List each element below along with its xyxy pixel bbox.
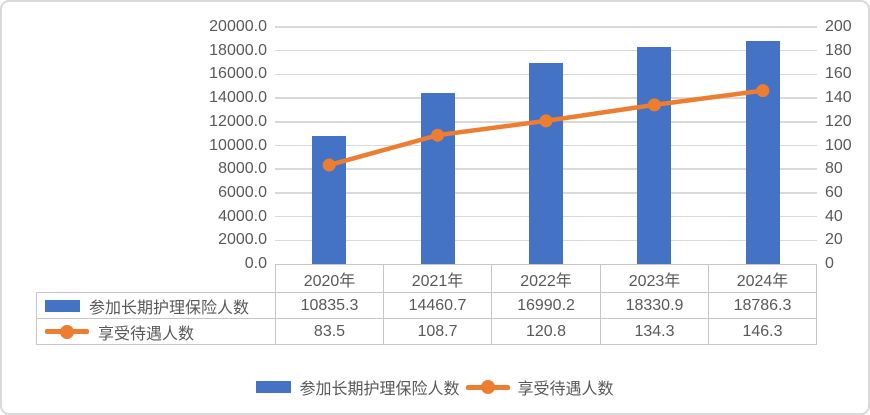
bar-2020年 xyxy=(312,135,347,264)
line-value-cell: 108.7 xyxy=(383,318,492,345)
right-axis-tick-label: 60 xyxy=(825,183,843,201)
line-value-cell: 83.5 xyxy=(275,318,384,345)
line-series-name: 享受待遇人数 xyxy=(98,325,195,343)
legend-bar-series-label: 参加长期护理保险人数 xyxy=(299,381,460,398)
major-gridline xyxy=(275,26,817,28)
line-marker xyxy=(322,158,336,172)
line-marker-dot-icon xyxy=(60,324,74,339)
left-axis-tick-label: 8000.0 xyxy=(218,160,267,178)
right-axis-tick-label: 160 xyxy=(825,65,852,83)
table-header-row: 2020年 2021年 2022年 2023年 2024年 xyxy=(37,264,817,293)
line-series-key-cell: 享受待遇人数 xyxy=(36,318,276,345)
line-series xyxy=(322,84,770,172)
right-axis-tick-label: 80 xyxy=(825,160,843,178)
legend-item-line-series: 享受待遇人数 xyxy=(465,375,614,399)
left-axis-tick-label: 12000.0 xyxy=(209,112,267,130)
year-header-cell: 2020年 xyxy=(275,264,384,293)
bar-value-cell: 18786.3 xyxy=(708,292,817,319)
line-marker xyxy=(756,84,770,98)
left-axis-tick-label: 20000.0 xyxy=(209,18,267,35)
line-marker xyxy=(431,128,445,142)
chart-legend: 参加长期护理保险人数 享受待遇人数 xyxy=(2,373,868,401)
line-value-cell: 146.3 xyxy=(708,318,817,345)
bar-value-cell: 10835.3 xyxy=(275,292,384,319)
right-axis-tick-label: 180 xyxy=(825,41,852,59)
left-axis-tick-label: 10000.0 xyxy=(209,136,267,154)
line-value-cell: 120.8 xyxy=(491,318,601,345)
table-corner-blank xyxy=(37,265,276,293)
line-path xyxy=(326,88,766,168)
left-axis-tick-label: 18000.0 xyxy=(209,41,267,59)
line-marker xyxy=(647,98,661,112)
year-header-cell: 2024年 xyxy=(708,264,817,293)
line-series-key-icon xyxy=(465,380,510,394)
right-axis-tick-label: 20 xyxy=(825,231,843,249)
line-marker-dot-icon xyxy=(480,380,495,394)
legend-item-bar-series: 参加长期护理保险人数 xyxy=(256,375,460,399)
left-axis-tick-label: 14000.0 xyxy=(209,89,267,107)
bar-series-swatch-icon xyxy=(256,381,292,393)
bar-series-name: 参加长期护理保险人数 xyxy=(89,299,250,317)
right-axis-tick-label: 0 xyxy=(825,255,834,272)
bar-value-cell: 18330.9 xyxy=(600,292,709,319)
right-axis-tick-label: 200 xyxy=(825,18,852,35)
left-axis-tick-label: 2000.0 xyxy=(218,231,267,249)
left-axis-tick-label: 6000.0 xyxy=(218,183,267,201)
major-gridline xyxy=(275,49,817,52)
year-header-cell: 2023年 xyxy=(600,264,709,293)
bar-value-cell: 14460.7 xyxy=(383,292,492,319)
legend-line-series-label: 享受待遇人数 xyxy=(517,381,614,398)
bar-series-key-cell: 参加长期护理保险人数 xyxy=(36,292,276,319)
bar-2024年 xyxy=(745,41,780,264)
bar-2023年 xyxy=(637,46,672,264)
year-header-cell: 2022年 xyxy=(491,264,601,293)
right-axis-tick-label: 120 xyxy=(825,112,852,130)
line-series-key-icon xyxy=(45,324,89,339)
year-header-cell: 2021年 xyxy=(383,264,492,293)
line-value-cell: 134.3 xyxy=(600,318,709,345)
right-axis-tick-label: 100 xyxy=(825,136,852,154)
left-axis-tick-label: 4000.0 xyxy=(218,207,267,225)
right-axis-tick-label: 140 xyxy=(825,89,852,107)
line-marker xyxy=(539,114,553,128)
right-axis-tick-label: 40 xyxy=(825,207,843,225)
bar-series-row: 参加长期护理保险人数 10835.3 14460.7 16990.2 18330… xyxy=(36,292,817,319)
bar-value-cell: 16990.2 xyxy=(491,292,601,319)
bar-series-swatch-icon xyxy=(45,299,80,312)
bar-2022年 xyxy=(529,62,563,264)
line-series-row: 享受待遇人数 83.5 108.7 120.8 134.3 146.3 xyxy=(36,318,817,345)
left-axis-tick-label: 16000.0 xyxy=(209,65,267,83)
left-axis-tick-label: 0.0 xyxy=(244,255,267,272)
data-table: 2020年 2021年 2022年 2023年 2024年 参加长期护理保险人数… xyxy=(36,264,817,345)
bar-2021年 xyxy=(420,92,455,264)
